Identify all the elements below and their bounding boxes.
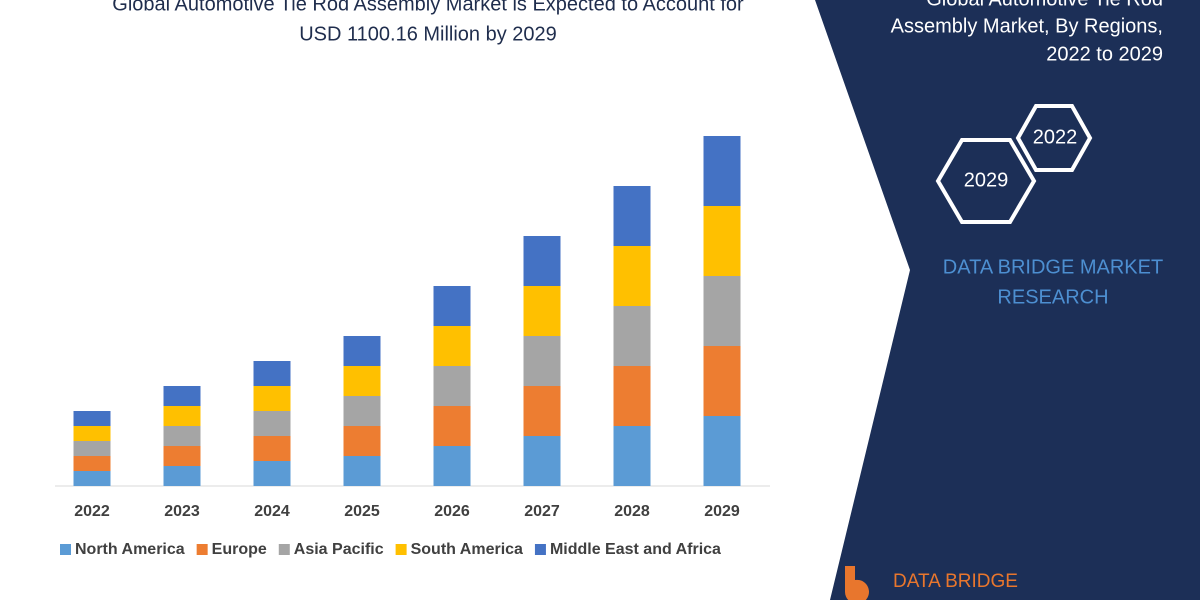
legend-label: Middle East and Africa [550, 541, 721, 558]
bar-segment [523, 286, 561, 336]
bar-segment [253, 436, 291, 461]
bar-segment [433, 366, 471, 406]
hexagon-label: 2022 [1033, 126, 1078, 148]
bar-segment [433, 406, 471, 446]
bar-segment [613, 186, 651, 246]
bar-segment [343, 366, 381, 396]
logo-text: DATA BRIDGE [893, 571, 1018, 592]
legend-label: Europe [212, 541, 267, 558]
side-panel [815, 0, 1200, 600]
x-tick-label: 2024 [254, 503, 290, 520]
bar-segment [163, 466, 201, 486]
bar-segment [613, 246, 651, 306]
bar-segment [163, 446, 201, 466]
bar-segment [73, 426, 111, 441]
x-tick-label: 2022 [74, 503, 110, 520]
bar-segment [343, 456, 381, 486]
bar-segment [613, 366, 651, 426]
bar-segment [253, 411, 291, 436]
legend-swatch [60, 544, 71, 555]
bar-segment [703, 346, 741, 416]
bar-segment [73, 441, 111, 456]
bar-segment [703, 276, 741, 346]
x-tick-label: 2023 [164, 503, 200, 520]
bar-segment [343, 396, 381, 426]
bar-segment [163, 406, 201, 426]
x-tick-label: 2027 [524, 503, 560, 520]
bar-segment [703, 416, 741, 486]
bar-segment [253, 361, 291, 386]
bar-segment [433, 286, 471, 326]
x-tick-label: 2026 [434, 503, 470, 520]
legend-label: South America [411, 541, 523, 558]
bar-segment [703, 136, 741, 206]
legend-swatch [534, 544, 546, 555]
legend-swatch [196, 544, 208, 555]
bar-segment [523, 436, 561, 486]
hexagons [935, 104, 1093, 224]
bar-segment [523, 236, 561, 286]
hexagon-label: 2029 [964, 169, 1009, 191]
bar-segment [343, 426, 381, 456]
chart-title-line: USD 1100.16 Million by 2029 [299, 23, 557, 45]
bar-segment [253, 461, 291, 486]
brand-line: RESEARCH [997, 286, 1108, 308]
bar-segment [163, 386, 201, 406]
bar-segment [73, 456, 111, 471]
hexagon [1015, 104, 1093, 172]
legend-label: North America [75, 541, 185, 558]
legend-swatch [278, 544, 290, 555]
panel-title-line: Assembly Market, By Regions, [891, 15, 1163, 37]
bar-segment [163, 426, 201, 446]
bar-segment [523, 336, 561, 386]
panel-title-line: 2022 to 2029 [1046, 43, 1163, 65]
x-tick-label: 2028 [614, 503, 650, 520]
bar-segment [613, 306, 651, 366]
bar-segment [253, 386, 291, 411]
legend-swatch [395, 544, 407, 555]
bar-segment [73, 411, 111, 426]
x-tick-label: 2025 [344, 503, 380, 520]
brand-line: DATA BRIDGE MARKET [943, 256, 1163, 278]
bar-segment [703, 206, 741, 276]
bar-segment [523, 386, 561, 436]
bar-segment [613, 426, 651, 486]
panel-title-line: Global Automotive Tie Rod [926, 0, 1163, 10]
bar-segment [73, 471, 111, 486]
bar-segment [433, 446, 471, 486]
logo-icon [845, 566, 869, 600]
legend-label: Asia Pacific [294, 541, 384, 558]
chart-title-line: Global Automotive Tie Rod Assembly Marke… [112, 0, 744, 15]
bar-segment [433, 326, 471, 366]
hexagon [935, 138, 1037, 224]
x-tick-label: 2029 [704, 503, 740, 520]
bar-segment [343, 336, 381, 366]
